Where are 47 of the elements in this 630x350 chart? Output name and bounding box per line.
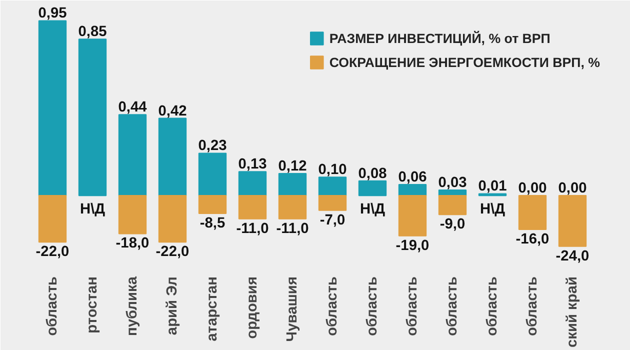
data-label: 0,06 xyxy=(398,170,427,186)
legend-label: СОКРАЩЕНИЕ ЭНЕРГОЕМКОСТИ ВРП, % xyxy=(329,54,600,70)
bar xyxy=(398,184,427,196)
data-label: 0,42 xyxy=(158,103,187,120)
data-label: -11,0 xyxy=(236,220,269,237)
data-label: -18,0 xyxy=(116,236,150,252)
x-tick-label: область xyxy=(324,276,340,336)
data-label: 0,12 xyxy=(278,158,307,174)
data-label: -19,0 xyxy=(396,238,430,254)
x-tick-label: ский край xyxy=(564,276,580,348)
x-tick-label: арий Эл xyxy=(164,276,180,336)
x-tick-label: ордовия xyxy=(244,276,260,339)
data-label: 0,00 xyxy=(558,180,587,197)
data-label: -11,0 xyxy=(276,220,309,237)
data-label: -24,0 xyxy=(556,248,590,264)
x-tick-label: область xyxy=(484,276,500,336)
data-label: -16,0 xyxy=(516,231,550,248)
bar xyxy=(358,180,387,196)
x-tick-label: область xyxy=(404,276,420,336)
data-label: -7,0 xyxy=(320,212,346,228)
text: Н\Д xyxy=(360,202,386,218)
data-label: -8,5 xyxy=(200,216,226,232)
x-tick-label: область xyxy=(364,276,380,336)
x-tick-label: Чувашия xyxy=(284,276,300,342)
bar xyxy=(78,38,107,196)
text: Н\Д xyxy=(480,202,506,218)
data-label: 0,23 xyxy=(198,138,227,154)
data-label: -9,0 xyxy=(440,216,466,233)
text: Н\Д xyxy=(80,202,106,218)
data-label: 0,44 xyxy=(118,100,148,116)
data-label: -22,0 xyxy=(156,244,190,260)
data-label: 0,00 xyxy=(518,180,547,197)
data-label: 0,08 xyxy=(358,166,387,182)
data-label: 0,10 xyxy=(318,162,347,178)
x-tick-label: область xyxy=(444,276,460,336)
data-label: 0,01 xyxy=(478,178,507,195)
data-label: 0,85 xyxy=(78,24,107,40)
data-label: -22,0 xyxy=(36,244,70,260)
data-label: 0,13 xyxy=(238,156,267,173)
data-label: 0,95 xyxy=(38,6,67,22)
x-tick-label: область xyxy=(524,276,540,336)
data-label: 0,03 xyxy=(438,175,467,192)
x-tick-label: атарстан xyxy=(204,276,220,342)
x-tick-label: ртостан xyxy=(84,276,100,334)
legend-label: РАЗМЕР ИНВЕСТИЦИЙ, % от ВРП xyxy=(329,30,550,46)
x-tick-label: публика xyxy=(124,276,140,336)
x-tick-label: область xyxy=(44,276,60,336)
